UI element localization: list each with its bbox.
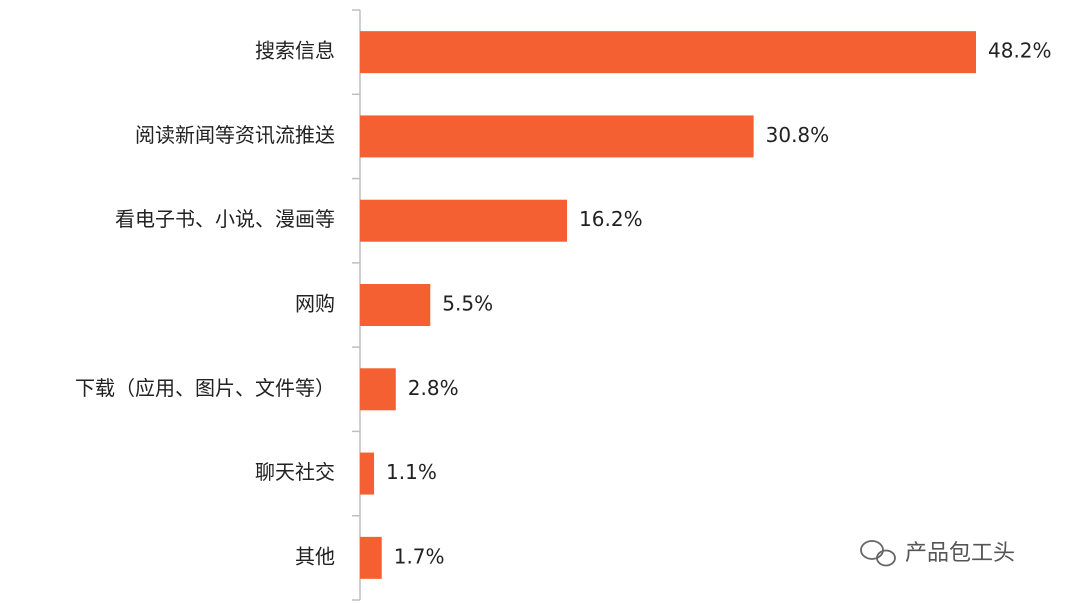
watermark-icon xyxy=(860,540,896,567)
data-label: 2.8% xyxy=(408,376,459,400)
category-label: 看电子书、小说、漫画等 xyxy=(115,207,335,231)
data-label: 30.8% xyxy=(766,123,830,147)
category-label: 网购 xyxy=(295,292,335,316)
category-label: 下载（应用、图片、文件等） xyxy=(75,376,335,400)
bar xyxy=(360,115,754,158)
category-label: 其他 xyxy=(295,544,335,568)
bar xyxy=(360,368,396,411)
watermark: 产品包工头 xyxy=(905,541,1015,566)
bar xyxy=(360,31,976,74)
data-label: 1.1% xyxy=(386,460,437,484)
category-label: 搜索信息 xyxy=(255,39,335,63)
category-label: 阅读新闻等资讯流推送 xyxy=(135,123,335,147)
data-label: 5.5% xyxy=(442,292,493,316)
data-label: 48.2% xyxy=(988,39,1052,63)
data-label: 1.7% xyxy=(394,544,445,568)
bar xyxy=(360,199,568,242)
bar xyxy=(360,284,431,326)
data-label: 16.2% xyxy=(579,207,643,231)
bar xyxy=(360,452,375,495)
category-label: 聊天社交 xyxy=(255,460,335,484)
bar xyxy=(360,536,382,579)
